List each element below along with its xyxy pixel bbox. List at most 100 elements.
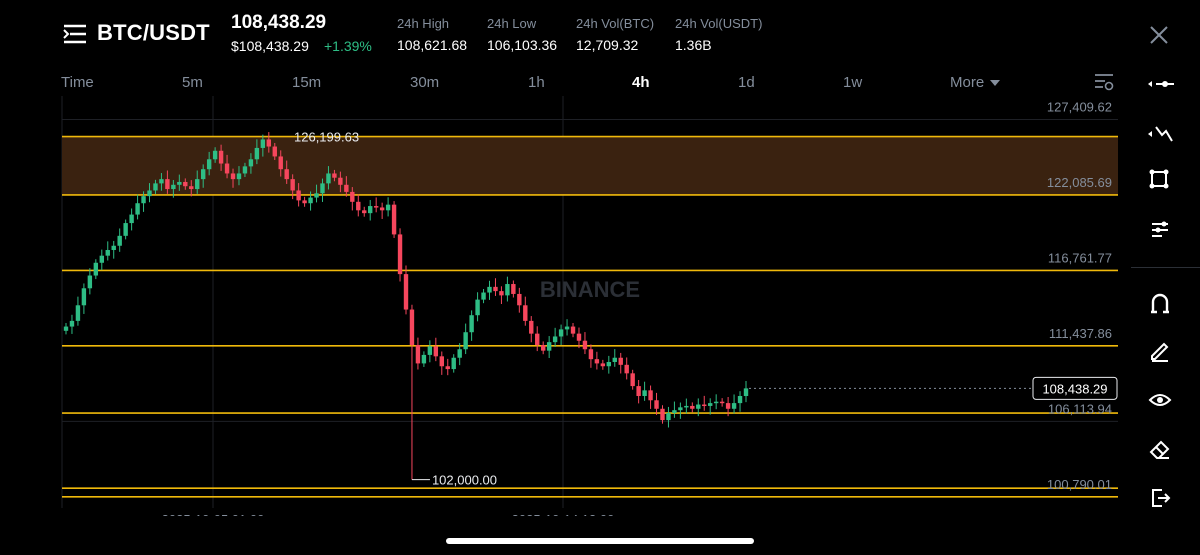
- candle-46: [338, 171, 343, 193]
- candle-79: [535, 326, 540, 352]
- candles: [63, 132, 749, 480]
- candle-body-28: [230, 173, 236, 180]
- crosshair-tool[interactable]: [1140, 66, 1180, 102]
- candle-65: [451, 354, 456, 373]
- last-price-tag: 108,438.29: [1032, 376, 1118, 400]
- candle-98: [648, 385, 653, 409]
- candle-body-0: [63, 326, 69, 331]
- candle-70: [481, 288, 486, 304]
- candle-50: [362, 206, 367, 217]
- candle-body-97: [642, 390, 647, 397]
- price-change: +1.39%: [324, 38, 372, 54]
- candle-body-60: [421, 354, 427, 364]
- candle-body-13: [141, 196, 146, 204]
- candle-body-81: [546, 342, 552, 351]
- candle-body-2: [75, 305, 81, 321]
- candle-62: [433, 337, 439, 362]
- candle-92: [612, 349, 617, 367]
- candle-body-25: [212, 150, 218, 160]
- candle-4: [87, 268, 93, 295]
- candle-29: [236, 166, 242, 186]
- candle-body-93: [618, 357, 623, 365]
- candle-69: [475, 292, 480, 322]
- candle-34: [266, 132, 272, 153]
- candle-body-106: [696, 404, 701, 409]
- candlestick-chart[interactable]: BINANCE 127,409.62 122,085.69 116,761.77 11…: [0, 96, 1120, 516]
- candle-body-104: [684, 405, 689, 408]
- candle-93: [618, 352, 623, 374]
- candle-body-3: [81, 288, 87, 306]
- shapes-icon: [1149, 169, 1169, 189]
- tab-more[interactable]: More: [950, 74, 1001, 91]
- time-axis: 2025-10-05 01:00 2025-10-14 13:00: [162, 512, 615, 516]
- candle-body-110: [719, 401, 725, 404]
- candle-100: [660, 405, 665, 424]
- candle-74: [505, 276, 510, 302]
- trendline-tool[interactable]: [1140, 115, 1180, 151]
- candle-14: [147, 183, 152, 203]
- candle-2: [75, 296, 81, 326]
- menu-icon[interactable]: [62, 22, 88, 46]
- candle-49: [356, 194, 361, 217]
- tab-30m[interactable]: 30m: [410, 74, 440, 91]
- candle-body-49: [356, 201, 361, 211]
- candle-body-54: [385, 204, 391, 211]
- last-price-tag-label: 108,438.29: [1042, 381, 1107, 396]
- candle-body-40: [302, 200, 307, 204]
- candle-110: [719, 398, 725, 407]
- candle-94: [624, 357, 629, 380]
- candle-body-38: [290, 179, 295, 191]
- candle-body-41: [308, 197, 313, 204]
- eraser-tool[interactable]: [1140, 432, 1180, 468]
- candle-body-86: [576, 333, 582, 341]
- brush-tool[interactable]: [1140, 332, 1180, 368]
- candle-body-64: [445, 366, 450, 370]
- candle-13: [141, 191, 146, 212]
- tab-4h[interactable]: 4h: [632, 74, 650, 91]
- candle-40: [302, 196, 307, 207]
- candle-64: [445, 358, 450, 376]
- candle-body-72: [493, 286, 498, 292]
- candle-86: [576, 327, 582, 349]
- candle-41: [308, 191, 313, 211]
- candle-body-8: [111, 245, 116, 251]
- candle-75: [511, 280, 516, 298]
- candle-body-51: [368, 206, 373, 214]
- candle-body-32: [254, 147, 260, 160]
- candle-58: [409, 304, 415, 480]
- visibility-tool[interactable]: [1140, 382, 1180, 418]
- candle-114: [743, 381, 749, 403]
- candle-78: [529, 316, 534, 343]
- chart-settings-icon[interactable]: [1093, 72, 1115, 92]
- trading-pair[interactable]: BTC/USDT: [97, 20, 210, 45]
- candle-body-42: [314, 193, 319, 198]
- candle-16: [159, 173, 164, 191]
- candle-77: [523, 296, 528, 326]
- candle-87: [582, 332, 588, 355]
- tab-1w[interactable]: 1w: [843, 74, 863, 91]
- candle-body-26: [218, 150, 224, 164]
- candle-body-113: [737, 396, 743, 404]
- stat-24h-low-value: 106,103.36: [487, 37, 558, 53]
- candle-24: [206, 151, 212, 176]
- candle-52: [373, 197, 379, 213]
- tab-5m[interactable]: 5m: [182, 74, 203, 91]
- candle-101: [666, 406, 671, 428]
- resistance-zone: [62, 136, 1118, 195]
- candle-body-91: [606, 361, 612, 367]
- tab-1h[interactable]: 1h: [528, 74, 545, 91]
- candle-body-47: [344, 184, 349, 192]
- candle-body-62: [433, 346, 439, 357]
- shapes-tool[interactable]: [1140, 162, 1180, 198]
- price-tick-0: 127,409.62: [1047, 99, 1112, 114]
- tab-1d[interactable]: 1d: [738, 74, 755, 91]
- indicators-tool[interactable]: [1140, 212, 1180, 248]
- price-tick-3: 111,437.86: [1049, 326, 1112, 341]
- candle-body-84: [564, 326, 570, 330]
- candle-body-107: [702, 404, 707, 407]
- close-icon[interactable]: [1148, 24, 1170, 46]
- exit-tool[interactable]: [1140, 480, 1180, 516]
- magnet-tool[interactable]: [1140, 284, 1180, 320]
- tab-15m[interactable]: 15m: [292, 74, 322, 91]
- candle-body-112: [731, 403, 737, 409]
